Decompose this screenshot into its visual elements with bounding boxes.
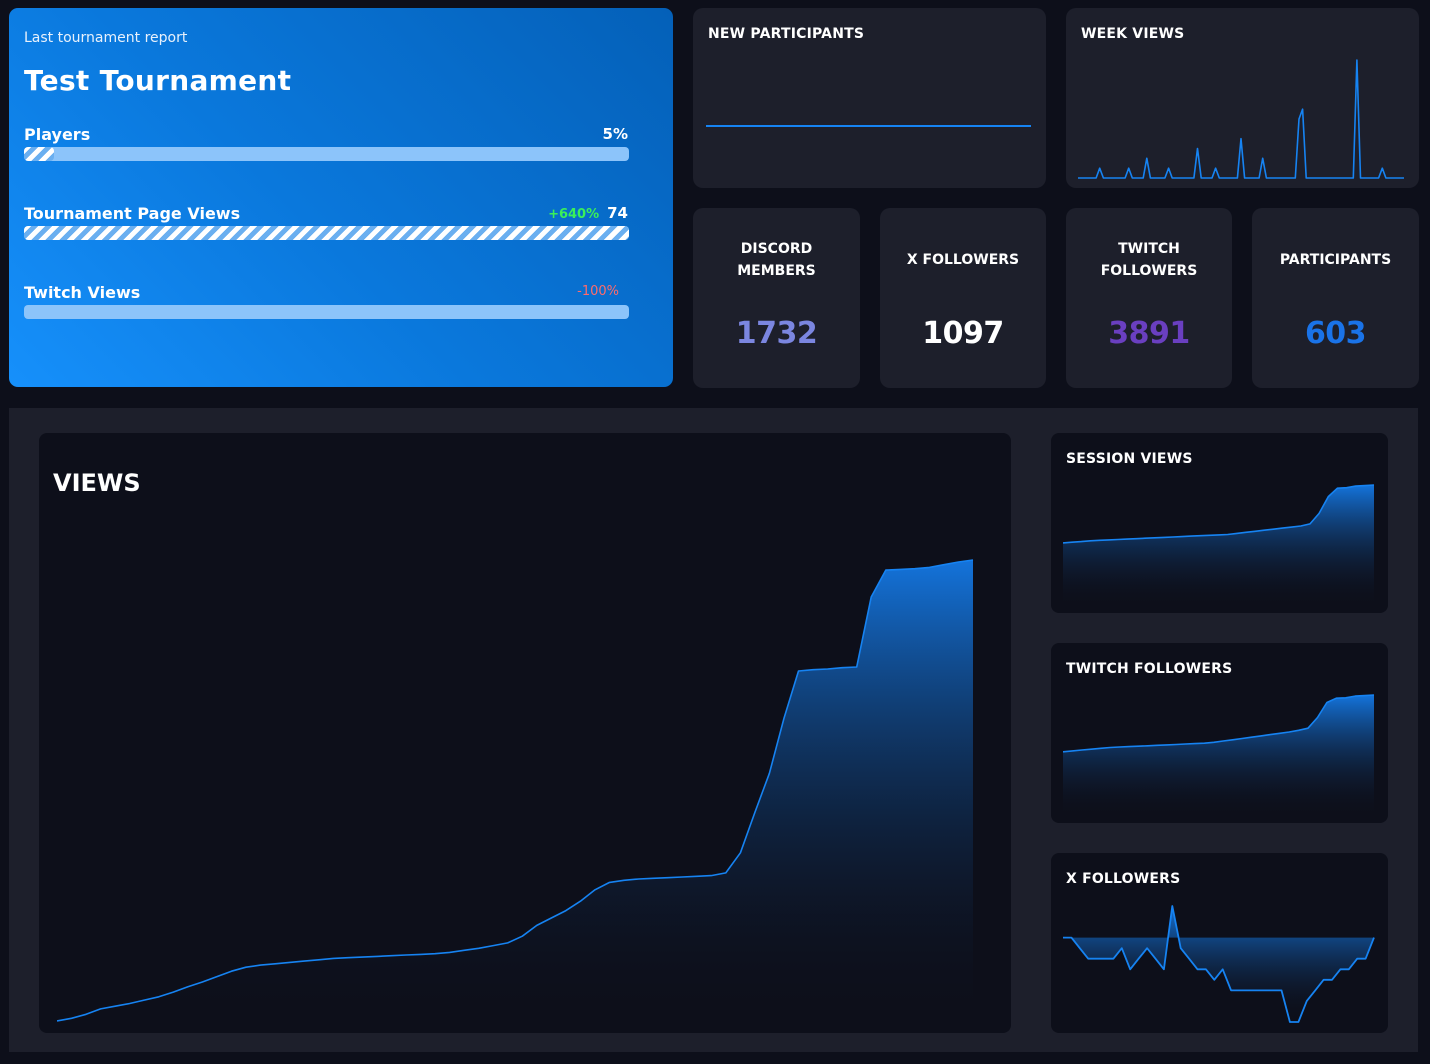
metric-label-players: Players xyxy=(24,125,91,144)
new-participants-panel: NEW PARTICIPANTS xyxy=(693,8,1046,188)
views-area xyxy=(57,560,973,1023)
players-progress-bar xyxy=(24,147,629,161)
new-participants-title: NEW PARTICIPANTS xyxy=(708,26,865,42)
metric-value-players: 5% xyxy=(602,125,628,143)
x-followers-title: X FOLLOWERS xyxy=(1066,871,1181,887)
session-views-chart xyxy=(1063,484,1375,608)
page-views-progress-fill xyxy=(24,226,629,240)
session-views-line xyxy=(1063,484,1375,544)
twitch-followers-title: TWITCH FOLLOWERS xyxy=(1066,661,1233,677)
tournament-report-card: Last tournament report Test Tournament P… xyxy=(9,8,673,387)
session-views-area xyxy=(1063,485,1374,608)
discord-members-card: DISCORD MEMBERS 1732 xyxy=(693,208,860,388)
x-followers-chart xyxy=(1063,905,1375,1023)
x-followers-card: X FOLLOWERS 1097 xyxy=(880,208,1046,388)
twitch-followers-chart xyxy=(1063,694,1375,818)
week-views-panel: WEEK VIEWS xyxy=(1066,8,1419,188)
twitch-label-line1: TWITCH xyxy=(1118,241,1180,257)
week-views-chart xyxy=(1078,59,1404,179)
page-views-delta: +640% xyxy=(548,207,600,222)
participants-value: 603 xyxy=(1304,316,1367,351)
x-followers-line xyxy=(1063,905,1375,1023)
views-title: VIEWS xyxy=(53,469,141,497)
metric-value-page-views: +640% 74 xyxy=(548,204,628,222)
views-chart xyxy=(57,559,974,1023)
x-followers-value: 1097 xyxy=(922,316,1004,351)
x-followers-label: X FOLLOWERS xyxy=(906,252,1020,268)
twitch-views-progress-bar xyxy=(24,305,629,319)
twitch-followers-value: 3891 xyxy=(1108,316,1190,351)
twitch-followers-panel: TWITCH FOLLOWERS xyxy=(1051,643,1388,823)
x-followers-panel: X FOLLOWERS xyxy=(1051,853,1388,1033)
new-participants-chart xyxy=(706,125,1031,127)
participants-label: PARTICIPANTS xyxy=(1279,252,1392,268)
views-line xyxy=(57,559,974,1022)
discord-label-line2: MEMBERS xyxy=(737,263,816,279)
week-views-title: WEEK VIEWS xyxy=(1081,26,1185,42)
week-views-line xyxy=(1078,59,1404,179)
twitch-followers-line xyxy=(1063,694,1375,753)
twitch-label-line2: FOLLOWERS xyxy=(1100,263,1198,279)
page-views-count: 74 xyxy=(607,204,628,222)
x-followers-area xyxy=(1063,906,1374,1022)
report-subtitle: Last tournament report xyxy=(24,30,188,46)
session-views-panel: SESSION VIEWS xyxy=(1051,433,1388,613)
players-progress-fill xyxy=(24,147,55,161)
metric-label-page-views: Tournament Page Views xyxy=(24,204,241,223)
discord-members-value: 1732 xyxy=(735,316,818,351)
twitch-followers-card: TWITCH FOLLOWERS 3891 xyxy=(1066,208,1232,388)
twitch-followers-area xyxy=(1063,695,1374,818)
metric-label-twitch-views: Twitch Views xyxy=(24,283,141,302)
views-panel: VIEWS xyxy=(39,433,1011,1033)
twitch-views-delta: -100% xyxy=(577,284,619,299)
page-views-progress-bar xyxy=(24,226,629,240)
discord-label-line1: DISCORD xyxy=(740,241,813,257)
analytics-section: VIEWS SESSION VIEWS TWITCH FOLLOWERS X F… xyxy=(9,408,1418,1052)
participants-card: PARTICIPANTS 603 xyxy=(1252,208,1419,388)
session-views-title: SESSION VIEWS xyxy=(1066,451,1193,467)
report-title: Test Tournament xyxy=(24,64,292,97)
